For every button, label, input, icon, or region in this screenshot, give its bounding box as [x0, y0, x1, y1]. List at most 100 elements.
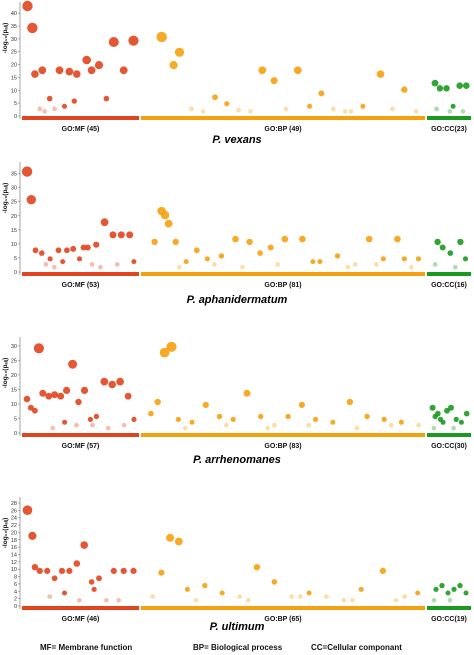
category-band-bp [141, 606, 425, 610]
data-point-bp [354, 425, 360, 431]
data-point-bp [409, 264, 414, 270]
y-axis-label: -log₁₀(pₐₗⱼ) [2, 518, 9, 549]
legend-bp: BP= Biological process [193, 643, 283, 652]
data-point-bp [401, 256, 407, 262]
data-point-cc [463, 410, 470, 417]
y-tick-label: 35 [11, 172, 17, 178]
y-tick-label: 0 [14, 270, 17, 276]
data-point-mf [108, 37, 119, 47]
y-tick-label: 15 [11, 387, 17, 393]
data-point-bp [299, 235, 306, 243]
y-tick-label: 0 [14, 114, 17, 120]
y-tick-label: 16 [11, 545, 17, 551]
data-point-mf [77, 598, 82, 603]
y-tick-label: 15 [11, 75, 17, 81]
data-point-bp [330, 419, 336, 425]
data-point-bp [158, 569, 165, 576]
data-point-bp [388, 422, 394, 428]
data-point-mf [27, 22, 38, 34]
data-point-mf [75, 398, 82, 406]
chart-panel-3: 0 5 10 15 20 25 30 -log₁₀(pₐₗⱼ) GO:MF (57) GO:BP … [2, 337, 471, 466]
data-point-mf [55, 247, 62, 254]
data-point-mf [87, 416, 93, 422]
y-tick-label: 5 [14, 101, 17, 107]
data-point-bp [380, 256, 386, 262]
data-point-bp [243, 389, 251, 397]
data-point-mf [31, 564, 39, 571]
y-tick-label: 20 [11, 214, 17, 220]
data-point-bp [307, 103, 313, 109]
data-point-cc [434, 106, 439, 112]
data-point-mf [65, 67, 74, 76]
data-point-bp [401, 86, 408, 93]
data-point-bp [341, 598, 347, 603]
data-point-bp [219, 590, 225, 596]
data-point-cc [432, 262, 438, 267]
category-band-bp [141, 116, 425, 120]
y-tick-label: 22 [11, 523, 17, 529]
y-tick-label: 26 [11, 508, 17, 514]
y-tick-label: 12 [11, 560, 17, 566]
y-tick-label: 30 [11, 186, 17, 192]
data-point-mf [32, 407, 38, 414]
category-band-cc [427, 433, 471, 437]
data-point-cc [439, 244, 446, 251]
data-point-mf [50, 425, 56, 431]
data-point-cc [458, 419, 464, 425]
data-point-bp [176, 264, 182, 270]
data-point-bp [159, 347, 170, 358]
data-point-mf [38, 66, 47, 75]
data-point-mf [32, 247, 39, 254]
data-point-mf [128, 35, 139, 46]
data-point-bp [237, 594, 243, 599]
data-point-mf [114, 262, 120, 267]
data-point-bp [271, 579, 278, 585]
data-point-bp [154, 398, 161, 406]
data-point-mf [100, 218, 109, 227]
data-point-mf [76, 256, 83, 262]
data-point-mf [70, 245, 77, 252]
data-point-mf [43, 262, 49, 267]
data-point-bp [148, 410, 154, 417]
data-point-bp [376, 70, 385, 78]
category-band-cc [427, 116, 471, 120]
category-label-cc: GO:CC(30) [431, 443, 467, 450]
data-point-bp [174, 537, 183, 546]
data-point-bp [160, 211, 170, 220]
y-tick-label: 6 [14, 582, 17, 588]
y-tick-label: 14 [11, 553, 17, 559]
data-point-mf [80, 386, 89, 394]
data-point-bp [151, 238, 158, 246]
data-point-bp [373, 262, 379, 267]
data-point-bp [281, 235, 289, 243]
data-point-mf [98, 264, 103, 270]
y-tick-label: 20 [11, 63, 17, 69]
data-point-bp [240, 264, 245, 270]
category-label-cc: GO:CC(16) [431, 282, 467, 289]
data-point-cc [457, 582, 463, 589]
data-point-mf [120, 567, 127, 575]
data-point-cc [447, 598, 453, 603]
y-axis-label: -log₁₀(pₐₗⱼ) [2, 183, 9, 214]
data-point-bp [398, 419, 404, 425]
data-point-mf [47, 256, 53, 262]
data-point-bp [352, 262, 358, 267]
data-point-cc [434, 238, 441, 246]
data-point-mf [51, 391, 59, 399]
data-point-cc [436, 85, 444, 92]
data-point-mf [106, 425, 111, 431]
data-point-bp [318, 90, 325, 97]
data-point-bp [402, 594, 407, 599]
y-tick-label: 40 [11, 11, 17, 17]
data-point-bp [150, 594, 156, 599]
category-band-cc [427, 272, 471, 276]
data-point-mf [93, 413, 100, 420]
data-point-mf [23, 395, 31, 403]
data-point-bp [298, 594, 303, 599]
data-point-mf [21, 166, 33, 177]
data-point-bp [182, 425, 188, 431]
data-point-mf [91, 586, 97, 592]
data-point-bp [257, 250, 263, 256]
data-point-bp [381, 416, 387, 422]
data-point-cc [429, 404, 436, 411]
